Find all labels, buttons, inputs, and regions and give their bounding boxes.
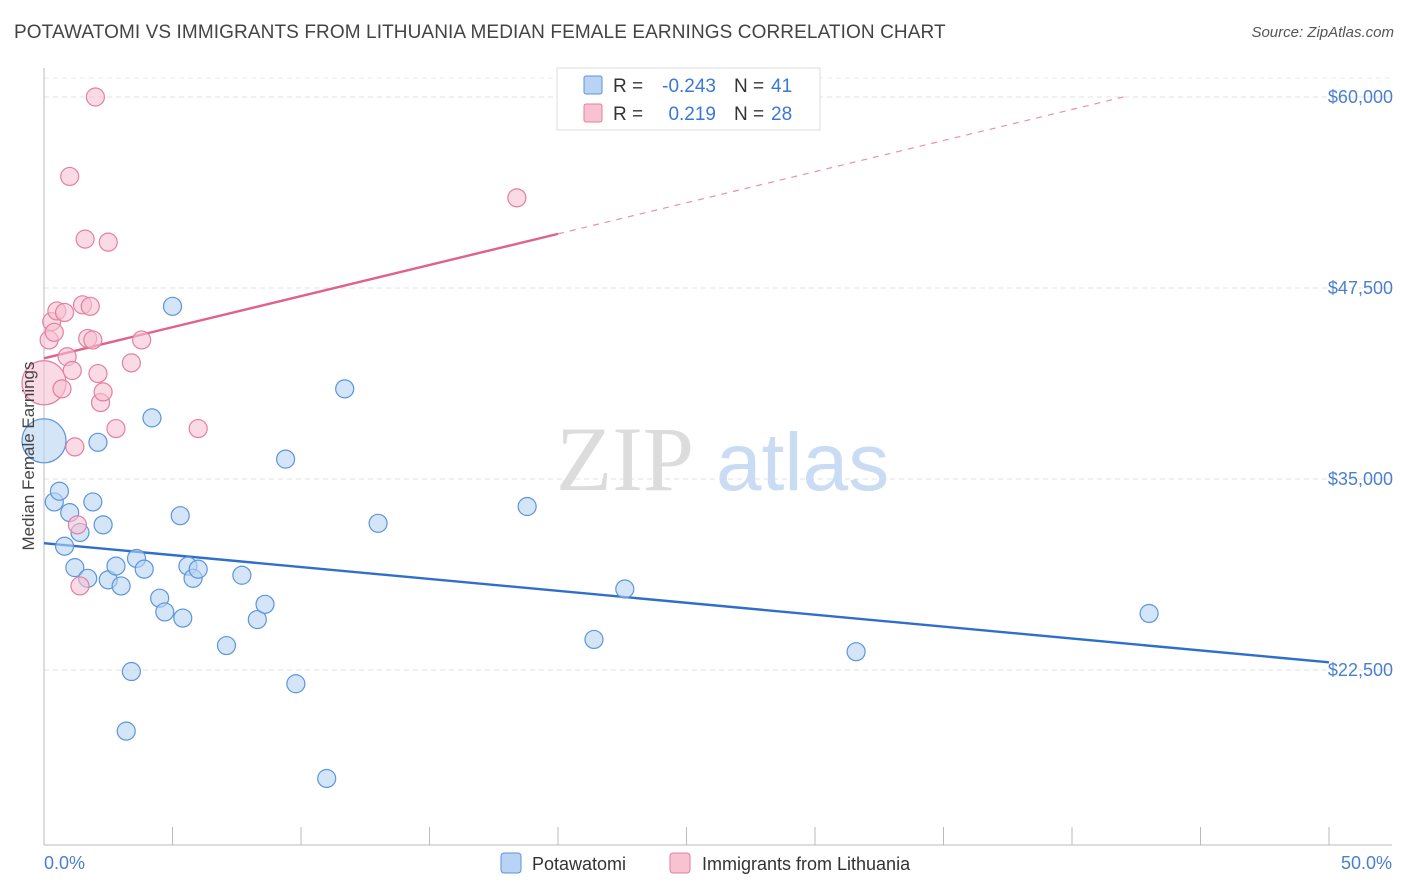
data-point-lithuania <box>83 330 103 350</box>
data-point-potawatomi <box>368 513 388 533</box>
data-point-lithuania <box>188 418 208 439</box>
data-point-lithuania <box>98 232 118 252</box>
chart-source: Source: ZipAtlas.com <box>1251 24 1394 41</box>
series-legend: Potawatomi Immigrants from Lithuania <box>500 852 911 874</box>
legend-n-label-1: N = <box>734 76 764 97</box>
data-point-potawatomi <box>286 674 306 694</box>
trend-layer <box>43 96 1330 664</box>
x-tick-marks <box>43 827 1330 845</box>
data-point-lithuania <box>65 437 85 457</box>
data-point-lithuania <box>106 418 126 439</box>
x-tick-label-max: 50.0% <box>1341 853 1392 873</box>
legend-n-value-2: 28 <box>771 104 792 125</box>
legend-r-label-1: R = <box>613 76 643 97</box>
y-tick-label: $60,000 <box>1328 87 1393 107</box>
data-point-potawatomi <box>142 408 162 428</box>
data-point-potawatomi <box>335 379 355 399</box>
series-legend-label-lithuania: Immigrants from Lithuania <box>702 854 911 874</box>
data-point-potawatomi <box>134 559 154 579</box>
data-point-lithuania <box>60 166 80 187</box>
series-legend-swatch-lithuania <box>669 852 691 874</box>
data-point-lithuania <box>85 87 106 107</box>
data-point-potawatomi <box>846 642 866 662</box>
stats-legend: R = -0.243 N = 41 R = 0.219 N = 28 <box>556 67 821 131</box>
y-tick-label: $35,000 <box>1328 469 1393 489</box>
data-point-lithuania <box>75 229 95 249</box>
watermark: ZIP atlas <box>556 408 889 510</box>
data-point-lithuania <box>52 379 72 399</box>
data-point-potawatomi <box>93 515 113 535</box>
legend-n-label-2: N = <box>734 104 764 125</box>
data-point-lithuania <box>507 188 527 208</box>
series-legend-label-potawatomi: Potawatomi <box>532 854 626 874</box>
trend-line-extension-lithuania <box>557 96 1124 235</box>
series-legend-swatch-potawatomi <box>500 852 522 874</box>
data-point-potawatomi <box>116 721 136 741</box>
data-point-lithuania <box>70 576 90 596</box>
data-point-potawatomi <box>255 594 275 614</box>
data-point-potawatomi <box>162 296 183 316</box>
chart-title: POTAWATOMI VS IMMIGRANTS FROM LITHUANIA … <box>14 22 946 43</box>
data-point-lithuania <box>44 322 64 342</box>
legend-r-value-1: -0.243 <box>662 76 716 97</box>
data-point-lithuania <box>132 330 152 350</box>
data-point-potawatomi <box>216 635 237 656</box>
data-point-potawatomi <box>88 432 108 452</box>
data-point-potawatomi <box>188 559 208 579</box>
data-point-potawatomi <box>232 565 252 585</box>
data-point-potawatomi <box>615 579 635 599</box>
y-tick-labels: $22,500 $35,000 $47,500 $60,000 <box>1328 87 1393 680</box>
data-point-potawatomi <box>65 558 85 578</box>
data-point-potawatomi <box>247 609 267 630</box>
data-point-lithuania <box>93 382 113 402</box>
data-point-lithuania <box>62 360 82 381</box>
data-point-potawatomi <box>517 496 537 517</box>
data-point-potawatomi <box>21 418 67 464</box>
data-point-potawatomi <box>173 608 193 628</box>
legend-n-value-1: 41 <box>771 76 792 97</box>
y-tick-label: $22,500 <box>1328 660 1393 680</box>
data-point-potawatomi <box>584 629 604 650</box>
points-layer <box>21 87 1159 789</box>
y-axis-label: Median Female Earnings <box>19 362 38 551</box>
data-point-lithuania <box>80 296 100 316</box>
data-point-lithuania <box>121 353 141 373</box>
data-point-lithuania <box>67 515 88 535</box>
data-point-potawatomi <box>83 492 103 512</box>
trend-line-potawatomi <box>43 541 1330 664</box>
legend-swatch-lithuania <box>583 103 603 123</box>
watermark-atlas: atlas <box>716 417 889 508</box>
data-point-potawatomi <box>155 602 175 622</box>
data-point-potawatomi <box>111 576 131 596</box>
data-point-potawatomi <box>106 556 126 576</box>
legend-swatch-potawatomi <box>583 75 603 95</box>
data-point-potawatomi <box>1139 603 1159 624</box>
legend-r-value-2: 0.219 <box>668 104 716 125</box>
data-point-potawatomi <box>121 661 141 682</box>
data-point-potawatomi <box>317 768 337 789</box>
data-point-lithuania <box>54 302 75 323</box>
watermark-zip: ZIP <box>556 408 694 510</box>
data-point-potawatomi <box>49 481 70 501</box>
data-point-potawatomi <box>170 506 190 526</box>
y-tick-label: $47,500 <box>1328 278 1393 298</box>
data-point-lithuania <box>88 363 108 384</box>
x-tick-label-min: 0.0% <box>44 853 85 873</box>
data-point-potawatomi <box>275 449 296 469</box>
legend-r-label-2: R = <box>613 104 643 125</box>
trend-line-lithuania <box>43 232 559 360</box>
data-point-potawatomi <box>54 536 75 556</box>
